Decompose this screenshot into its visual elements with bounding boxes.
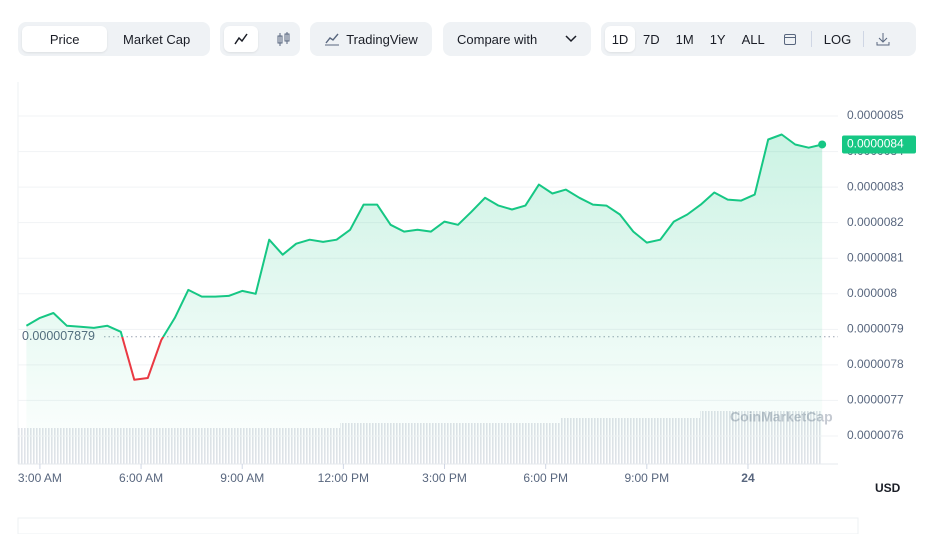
candle-style-button[interactable] [266,26,300,52]
tradingview-button[interactable]: TradingView [310,22,432,56]
range-button[interactable]: 7D [643,31,660,47]
compare-label: Compare with [457,31,538,47]
y-tick-label: 0.0000082 [847,215,904,229]
log-button[interactable]: LOG [823,31,852,47]
x-tick-label: 9:00 AM [220,471,264,485]
x-tick-label: 12:00 PM [318,471,369,485]
candle-icon [277,32,290,46]
tradingview-icon [325,33,340,46]
y-tick-label: 0.0000081 [847,250,904,264]
compare-dropdown[interactable]: Compare with [443,22,591,56]
line-style-button[interactable] [224,26,258,52]
line-icon [234,33,248,45]
x-tick-label: 6:00 PM [523,471,568,485]
x-tick-label: 3:00 PM [422,471,467,485]
last-price-label: 0.0000084 [847,137,904,151]
y-tick-label: 0.0000077 [847,393,904,407]
y-tick-label: 0.0000079 [847,321,904,335]
download-button[interactable] [868,26,898,52]
download-icon [876,33,890,46]
last-point [818,140,827,149]
chevron-icon [565,35,577,43]
tradingview-label: TradingView [346,31,418,47]
y-tick-label: 0.0000078 [847,357,904,371]
x-tick-label: 24 [741,471,755,485]
market-cap-button[interactable]: Market Cap [123,31,191,47]
range-button[interactable]: ALL [741,31,765,47]
price-toggle: Price Market Cap [18,22,210,56]
x-tick-label: 9:00 PM [624,471,669,485]
range-toggle: 1D 7D 1M 1Y ALL LOG [601,22,916,56]
price-area [26,134,823,464]
price-button[interactable]: Price [22,26,108,52]
last-price-badge [842,135,916,154]
price-line [25,133,823,381]
range-button[interactable]: 1D [605,26,635,52]
range-button[interactable]: 1Y [709,31,726,47]
separator [863,31,865,47]
currency-label: USD [875,481,901,495]
navigator [17,517,859,534]
separator [810,31,812,47]
x-tick-label: 6:00 AM [119,471,163,485]
range-button[interactable]: 1M [675,31,694,47]
y-tick-label: 0.0000085 [847,108,904,122]
calendar-icon [783,34,796,45]
y-tick-label: 0.0000083 [847,179,904,193]
y-tick-label: 0.000008 [847,286,897,300]
x-tick-label: 3:00 AM [18,471,62,485]
calendar-button[interactable] [773,26,807,52]
chart-style-toggle [220,22,300,56]
y-tick-label: 0.0000076 [847,428,904,442]
